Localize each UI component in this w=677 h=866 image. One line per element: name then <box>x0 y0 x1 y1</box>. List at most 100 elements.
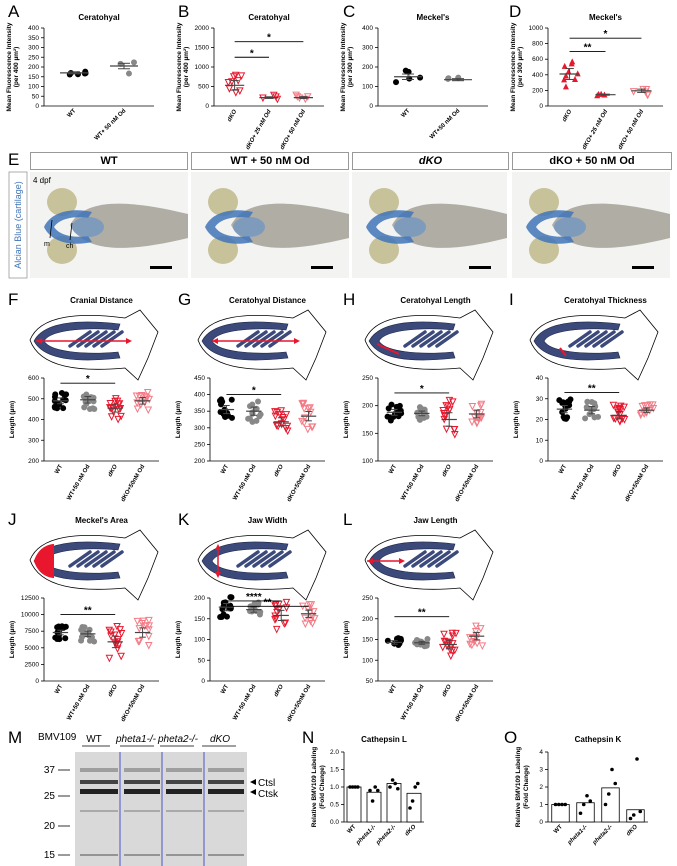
larva-body <box>392 203 507 248</box>
arrow-head <box>212 338 218 344</box>
data-point <box>560 802 564 807</box>
dot-plot: Ceratohyal 0 50 100 150 200 250 300 350 400 Mean F… <box>6 13 154 142</box>
x-tick-label: dKO <box>404 824 417 837</box>
band <box>208 810 244 812</box>
chart-title: Cathepsin L <box>361 735 407 744</box>
data-point <box>562 72 569 79</box>
data-point <box>448 632 457 641</box>
y-tick-label: 200 <box>194 458 205 465</box>
data-point <box>256 413 263 420</box>
data-point <box>270 91 278 100</box>
jaw-schematic <box>29 309 159 381</box>
branchial-arch <box>244 330 268 348</box>
data-point <box>610 767 614 772</box>
x-tick-label: WT <box>558 464 568 475</box>
y-tick-label: 12500 <box>21 595 39 602</box>
data-point <box>416 404 423 411</box>
y-tick-label: 1.5 <box>330 767 339 774</box>
cartilage-shape <box>533 321 621 361</box>
cartilage-blue <box>72 217 104 237</box>
x-tick-label: dKO+ 50 nM Od <box>279 109 307 151</box>
data-point <box>306 617 315 626</box>
data-point <box>231 71 240 80</box>
data-point <box>416 416 423 423</box>
y-tick-label: 0 <box>35 103 39 110</box>
x-tick-label: dKO <box>273 684 285 698</box>
data-point <box>393 79 400 86</box>
branchial-arch <box>576 330 600 348</box>
data-point <box>116 626 125 634</box>
y-tick-label: 300 <box>362 45 373 52</box>
bar <box>406 792 422 823</box>
data-point <box>368 788 372 793</box>
larva-body <box>70 203 188 248</box>
x-tick-label: WT+50 nM Od <box>400 464 425 502</box>
panel-label: O <box>504 728 518 747</box>
data-point <box>416 781 420 786</box>
band-ctsk <box>208 789 244 794</box>
chart-title: Ceratohyal Distance <box>229 296 306 305</box>
branchial-arch <box>568 330 592 348</box>
y-tick-label: 250 <box>28 54 39 61</box>
y-tick-label: 4 <box>539 749 543 756</box>
y-axis-label: (per 400 µm²) <box>183 47 190 88</box>
jaw-schematic <box>197 309 327 381</box>
data-point <box>114 415 122 424</box>
data-point <box>561 415 568 422</box>
data-point <box>57 626 64 633</box>
data-point <box>468 403 477 411</box>
panel-label: E <box>8 150 20 169</box>
larva-image <box>352 172 507 278</box>
chart-title: Cathepsin K <box>575 735 622 744</box>
x-tick-label: WT+50 nM Od <box>66 464 91 502</box>
x-tick-label: WT <box>553 824 564 835</box>
data-point <box>271 412 280 421</box>
data-point <box>51 404 58 411</box>
y-tick-label: 0 <box>35 678 39 685</box>
x-tick-label: dKO <box>611 464 623 478</box>
bar <box>366 791 382 823</box>
eye <box>208 188 238 216</box>
data-point <box>567 396 574 403</box>
larva-body <box>552 203 670 248</box>
branchial-arch <box>244 550 268 568</box>
significance-label: ** <box>588 384 596 395</box>
branchial-arch <box>403 550 427 568</box>
branchial-arch <box>435 330 459 348</box>
y-tick-label: 400 <box>28 25 39 32</box>
bar-chart: Cathepsin L 0.0 0.5 1.0 1.5 2.0 Relative BMV10… <box>311 735 424 847</box>
significance-label: * <box>267 33 271 44</box>
y-axis-label: Length (µm) <box>513 401 520 438</box>
branchial-arch <box>252 330 276 348</box>
x-tick-label: dKO+ 25 nM Od <box>245 109 273 151</box>
pointer-line <box>69 222 73 241</box>
data-point <box>396 786 400 791</box>
panel-label: M <box>8 728 23 747</box>
band-arrow <box>250 779 256 785</box>
data-point <box>450 425 459 434</box>
significance-label: **** <box>246 592 262 603</box>
y-tick-label: 0 <box>539 458 543 465</box>
y-tick-label: 3 <box>539 767 543 774</box>
x-tick-label: pheta1-/- <box>355 824 378 847</box>
lane-label: pheta2-/- <box>157 734 199 745</box>
data-point <box>370 799 375 803</box>
x-tick-label: dKO <box>273 464 285 478</box>
y-tick-label: 150 <box>362 637 373 644</box>
data-point <box>565 68 572 75</box>
data-point <box>396 407 403 414</box>
branchial-arch <box>419 550 443 568</box>
data-point <box>446 646 455 654</box>
data-point <box>468 418 476 427</box>
x-tick-label: dKO <box>626 824 639 837</box>
y-tick-label: 400 <box>532 72 543 79</box>
y-tick-label: 350 <box>194 408 205 415</box>
data-point <box>136 401 145 409</box>
y-axis-label: (per 400 µm²) <box>13 47 20 88</box>
data-point <box>80 393 87 400</box>
data-point <box>304 405 313 413</box>
lane-label: WT <box>86 734 102 745</box>
y-tick-label: 0 <box>369 103 373 110</box>
y-axis-label: Length (µm) <box>9 401 16 438</box>
data-point <box>300 419 309 428</box>
